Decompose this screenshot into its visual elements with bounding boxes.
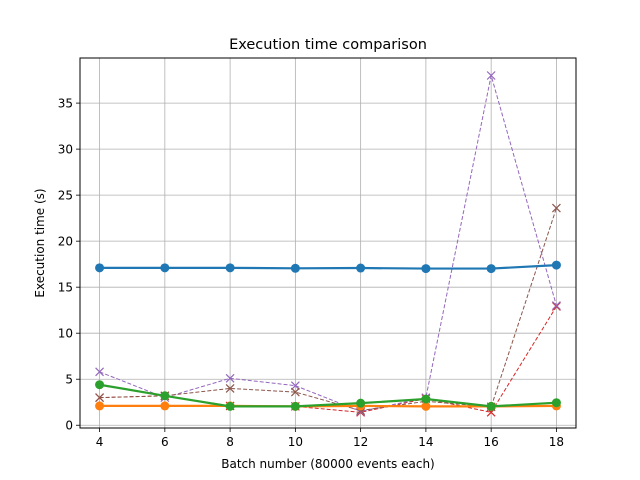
data-point [421,264,431,274]
data-point [160,391,170,401]
series-5 [95,71,561,416]
y-tick-label: 20 [58,235,73,249]
data-point [160,263,170,273]
y-tick-label: 25 [58,189,73,203]
y-tick-label: 15 [58,281,73,295]
data-point [225,401,235,411]
data-point [290,387,300,397]
data-point [486,401,496,411]
x-tick-label: 14 [418,435,433,449]
x-tick-label: 18 [549,435,564,449]
x-tick-label: 6 [161,435,169,449]
data-point [95,401,105,411]
y-tick-label: 5 [65,373,73,387]
data-point [225,263,235,273]
y-tick-label: 30 [58,143,73,157]
data-point [421,394,431,404]
x-tick-label: 12 [353,435,368,449]
x-axis-ticks: 4 6 8 10 12 14 16 18 [96,428,564,449]
x-axis-label: Batch number (80000 events each) [221,457,435,471]
data-point [486,264,496,274]
x-tick-label: 16 [484,435,499,449]
series-line [99,306,557,413]
y-tick-label: 0 [65,419,73,433]
series-line [99,207,557,412]
series-line [99,263,557,270]
series-layer [95,71,561,417]
data-point [160,401,170,411]
data-point [95,263,105,273]
data-point [551,302,561,311]
y-axis-label: Execution time (s) [33,188,47,297]
series-line [99,74,557,412]
data-point [225,373,235,383]
series-3 [95,380,561,411]
data-point [486,71,496,80]
chart-title: Execution time comparison [229,37,427,53]
data-point [290,401,300,411]
data-point [551,398,561,408]
y-tick-label: 35 [58,97,73,111]
data-point [551,260,561,270]
data-point [95,367,105,377]
series-6 [95,203,561,415]
data-point [290,263,300,273]
data-point [421,401,431,411]
data-point [356,263,366,273]
grid [80,58,576,428]
x-tick-label: 8 [226,435,234,449]
x-tick-label: 4 [96,435,104,449]
series-1 [95,260,561,274]
data-point [95,393,105,403]
series-line [99,383,557,408]
y-tick-label: 10 [58,327,73,341]
data-point [551,203,561,213]
data-point [95,380,105,390]
data-point [356,398,366,408]
data-point [225,383,235,393]
plot-frame [79,57,577,429]
x-tick-label: 10 [288,435,303,449]
y-axis-ticks: 0 5 10 15 20 25 30 35 [58,97,80,433]
data-point [290,381,300,391]
data-point [551,301,561,311]
